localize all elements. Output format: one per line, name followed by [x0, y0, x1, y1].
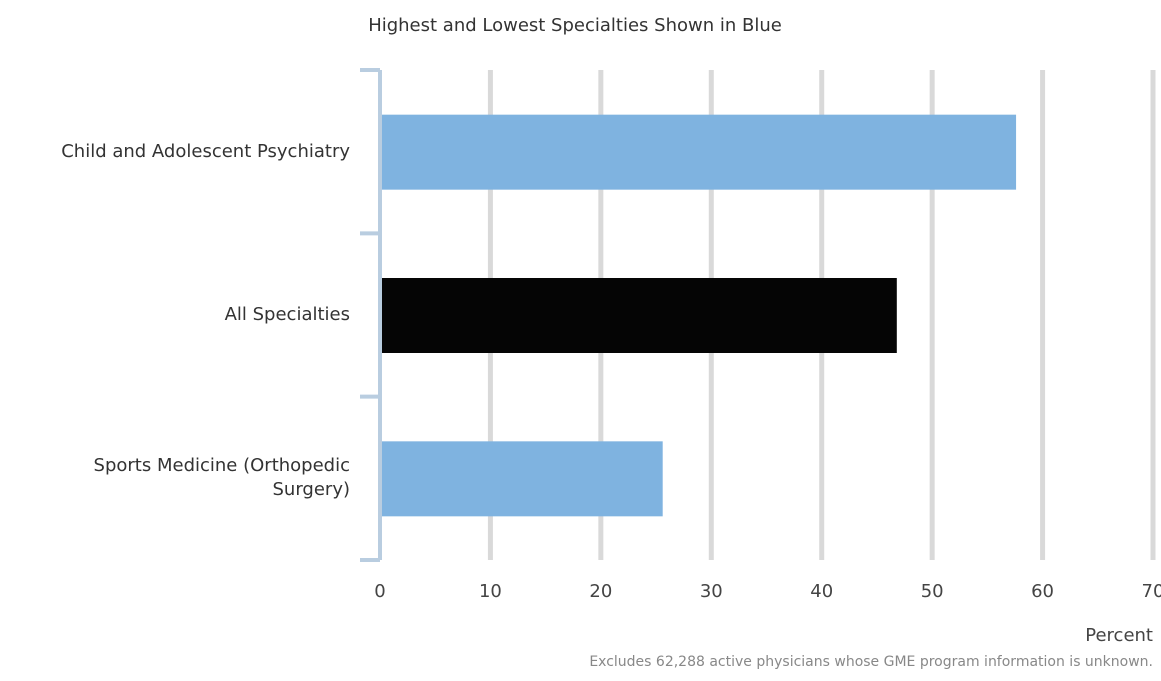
x-tick-label: 70	[1142, 581, 1161, 602]
x-tick-label: 30	[700, 581, 723, 602]
note: Excludes 62,288 active physicians whose …	[589, 654, 1153, 670]
bar	[382, 114, 1017, 190]
x-axis-label: Percent	[1085, 625, 1153, 646]
y-tick-label: Sports Medicine (Orthopedic Surgery)	[93, 455, 350, 501]
bar	[382, 278, 897, 353]
x-tick-label: 20	[589, 581, 612, 602]
x-tick-label: 50	[921, 581, 944, 602]
x-tick-label: 40	[810, 581, 833, 602]
y-tick-label: Child and Adolescent Psychiatry	[61, 140, 350, 162]
chart-title: Highest and Lowest Specialties Shown in …	[368, 15, 782, 36]
x-tick-label: 0	[374, 581, 385, 602]
y-tick-label: All Specialties	[224, 304, 350, 325]
bar	[382, 441, 663, 517]
x-tick-label: 10	[479, 581, 502, 602]
x-tick-label: 60	[1031, 581, 1054, 602]
